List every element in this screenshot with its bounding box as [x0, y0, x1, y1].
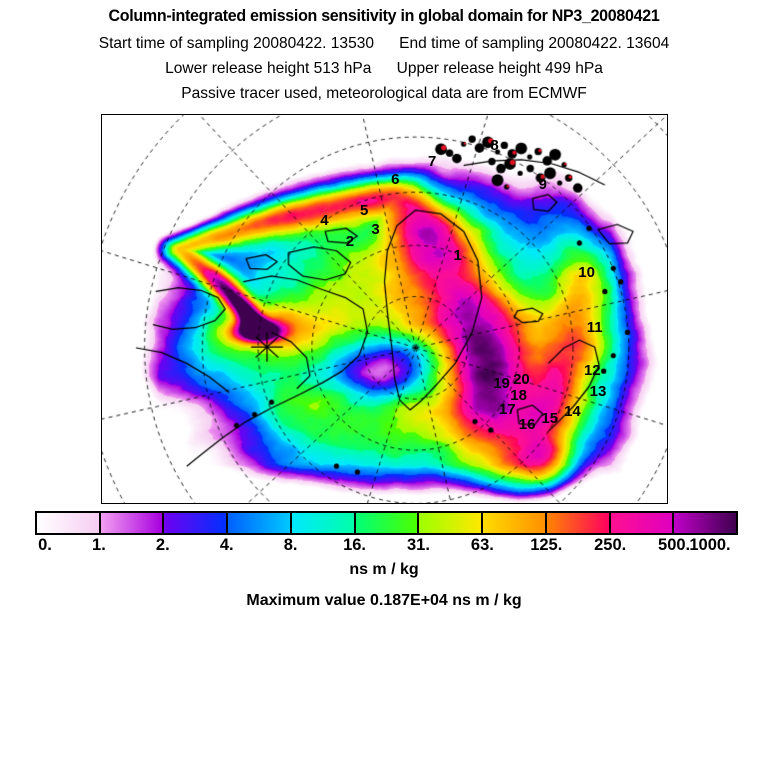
upper-release-height-label: Upper release height 499 hPa	[396, 60, 603, 77]
colorbar-tick-label: 2.	[155, 536, 170, 554]
colorbar-segment	[355, 513, 420, 533]
colorbar-tick-labels: 0. 1. 2. 4. 8. 16. 31. 63. 125. 250. 500. 1000.	[35, 535, 738, 557]
tracer-note-row: Passive tracer used, meteorological data…	[0, 83, 768, 105]
colorbar-segment	[546, 513, 611, 533]
colorbar-units-label: ns m / kg	[349, 561, 419, 578]
colorbar-tick-label: 4.	[219, 536, 234, 554]
colorbar-tick-label: 1000.	[689, 536, 731, 554]
colorbar-segment	[419, 513, 484, 533]
map-panel: 1 2 3 4 5 6 7 8 9 10 11 12 13 14 15 16 17 18 19 20	[101, 114, 668, 504]
sampling-time-row: Start time of sampling 20080422. 13530 En…	[0, 33, 768, 55]
colorbar-tick-label: 0.	[38, 536, 52, 554]
release-height-row: Lower release height 513 hPa Upper releas…	[0, 58, 768, 80]
maximum-value-label: Maximum value 0.187E+04 ns m / kg	[246, 592, 522, 609]
colorbar-segment	[228, 513, 292, 533]
page-title: Column-integrated emission sensitivity i…	[108, 7, 660, 25]
colorbar-tick-label: 500.	[658, 536, 691, 554]
emission-sensitivity-heatmap	[102, 115, 667, 503]
tracer-note-label: Passive tracer used, meteorological data…	[181, 85, 587, 102]
colorbar-segment	[291, 513, 356, 533]
lower-release-height-label: Lower release height 513 hPa	[165, 60, 372, 77]
colorbar-segment	[100, 513, 165, 533]
colorbar-segment	[164, 513, 229, 533]
colorbar	[35, 511, 738, 535]
colorbar-tick-label: 31.	[406, 536, 430, 554]
colorbar-tick-label: 250.	[594, 536, 627, 554]
colorbar-segment	[674, 513, 737, 533]
start-time-label: Start time of sampling 20080422. 13530	[98, 35, 374, 52]
colorbar-tick-label: 16.	[343, 536, 366, 554]
colorbar-segment	[37, 513, 101, 533]
colorbar-tick-label: 125.	[530, 536, 563, 554]
colorbar-group: 0. 1. 2. 4. 8. 16. 31. 63. 125. 250. 500. 1000.	[35, 511, 738, 554]
colorbar-tick-label: 63.	[470, 536, 494, 554]
end-time-label: End time of sampling 20080422. 13604	[399, 35, 670, 52]
colorbar-segment	[483, 513, 547, 533]
colorbar-tick-label: 1.	[92, 536, 106, 554]
header: Column-integrated emission sensitivity i…	[0, 5, 768, 27]
colorbar-tick-label: 8.	[283, 536, 298, 554]
colorbar-segment	[610, 513, 675, 533]
